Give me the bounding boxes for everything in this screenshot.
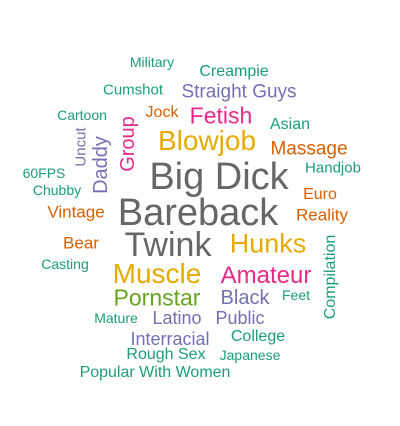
- tag-latino[interactable]: Latino: [152, 308, 202, 328]
- tag-twink[interactable]: Twink: [124, 226, 212, 264]
- tag-compilation[interactable]: Compilation: [322, 234, 339, 320]
- tag-black[interactable]: Black: [220, 287, 270, 309]
- tag-fetish[interactable]: Fetish: [189, 102, 253, 129]
- tag-euro[interactable]: Euro: [303, 186, 337, 203]
- tag-feet[interactable]: Feet: [281, 287, 311, 303]
- tag-vintage[interactable]: Vintage: [47, 202, 105, 222]
- tag-cartoon[interactable]: Cartoon: [57, 107, 107, 123]
- tag-rough-sex[interactable]: Rough Sex: [126, 346, 206, 363]
- tag-60fps[interactable]: 60FPS: [22, 165, 66, 181]
- tag-massage[interactable]: Massage: [270, 138, 348, 160]
- tag-pornstar[interactable]: Pornstar: [113, 284, 201, 311]
- tag-blowjob[interactable]: Blowjob: [157, 125, 257, 156]
- tag-asian[interactable]: Asian: [269, 116, 311, 133]
- tag-bear[interactable]: Bear: [63, 233, 99, 253]
- tag-big-dick[interactable]: Big Dick: [149, 156, 289, 198]
- tag-chubby[interactable]: Chubby: [32, 182, 82, 198]
- tag-reality[interactable]: Reality: [296, 205, 348, 225]
- tag-hunks[interactable]: Hunks: [229, 228, 307, 259]
- tag-japanese[interactable]: Japanese: [219, 347, 281, 363]
- tag-group[interactable]: Group: [117, 116, 139, 172]
- tag-straight-guys[interactable]: Straight Guys: [181, 81, 297, 103]
- tag-daddy[interactable]: Daddy: [90, 136, 112, 194]
- tag-mature[interactable]: Mature: [94, 310, 138, 326]
- tag-interracial[interactable]: Interracial: [130, 329, 210, 349]
- tag-casting[interactable]: Casting: [41, 256, 89, 272]
- tag-handjob[interactable]: Handjob: [305, 159, 361, 177]
- tag-creampie[interactable]: Creampie: [199, 63, 269, 80]
- tag-college[interactable]: College: [230, 328, 286, 345]
- tag-cumshot[interactable]: Cumshot: [102, 81, 164, 99]
- tag-military[interactable]: Military: [129, 54, 175, 70]
- tag-popular-with-women[interactable]: Popular With Women: [79, 364, 231, 381]
- tag-public[interactable]: Public: [215, 308, 265, 328]
- tag-bareback[interactable]: Bareback: [117, 192, 279, 234]
- tag-muscle[interactable]: Muscle: [112, 258, 202, 289]
- tag-jock[interactable]: Jock: [145, 104, 179, 121]
- tag-amateur[interactable]: Amateur: [220, 262, 312, 289]
- tag-uncut[interactable]: Uncut: [72, 127, 90, 167]
